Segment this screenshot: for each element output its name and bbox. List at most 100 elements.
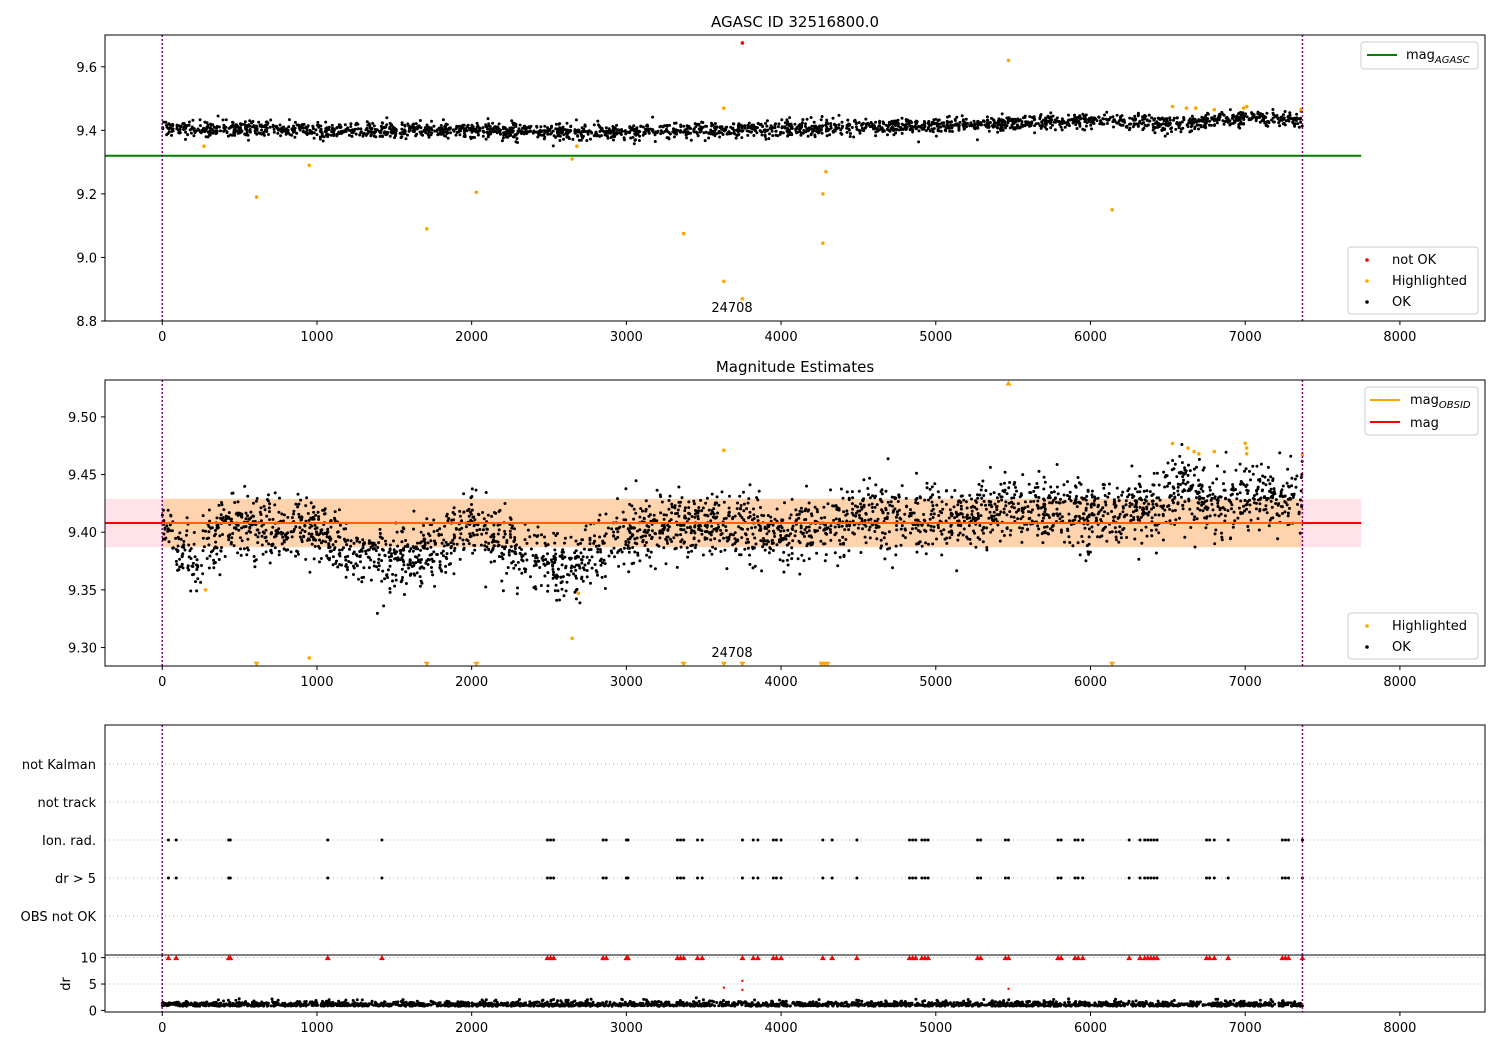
ok-point [325, 532, 329, 536]
ok-point [1162, 470, 1166, 474]
ok-point [254, 499, 258, 503]
ok-point [845, 524, 849, 528]
ok-point [564, 132, 568, 136]
ok-point [219, 549, 223, 553]
ok-point [1080, 535, 1084, 538]
ok-point [484, 491, 488, 494]
ok-point [1049, 111, 1053, 115]
ok-point [1112, 125, 1115, 129]
ok-point [221, 118, 225, 122]
ok-point [828, 528, 832, 532]
panel-magnitude: Magnitude Estimates 0 1000 2000 3000 4000 500… [68, 358, 1486, 690]
ok-point [429, 545, 433, 549]
ok-point [1155, 504, 1159, 507]
ok-point [840, 120, 844, 124]
ok-point [253, 125, 257, 129]
ok-point [1142, 489, 1146, 493]
ok-point [1120, 114, 1124, 118]
ok-point [276, 131, 280, 135]
ok-point [1183, 535, 1187, 539]
ok-point [644, 541, 648, 544]
ok-point [400, 567, 404, 571]
ok-point [864, 524, 868, 528]
ok-point [367, 539, 371, 543]
ok-point [624, 518, 628, 522]
ok-point [190, 125, 194, 129]
ok-point [481, 134, 485, 138]
ok-point [790, 497, 794, 501]
ok-point [763, 548, 767, 552]
ok-point [377, 557, 381, 561]
ok-point [425, 123, 429, 127]
ok-point [372, 131, 376, 135]
ok-point [481, 126, 485, 130]
ok-point [286, 515, 290, 519]
ok-point [215, 526, 219, 530]
ok-point [1151, 123, 1155, 126]
ok-point [263, 536, 267, 540]
ok-point [1265, 496, 1269, 500]
ok-point [1203, 123, 1207, 127]
ok-point [1069, 499, 1073, 503]
ok-point [846, 118, 850, 122]
ok-point [1125, 536, 1129, 539]
ok-point [638, 559, 642, 563]
ok-point [1258, 120, 1262, 124]
ok-point [293, 126, 297, 130]
ok-point [644, 534, 648, 538]
ok-point [696, 514, 700, 518]
ok-point [574, 549, 578, 553]
ok-point [648, 513, 652, 517]
ok-point [466, 123, 470, 127]
ok-point [388, 543, 392, 547]
ok-point [1173, 462, 1177, 466]
ok-point [516, 131, 520, 135]
ok-point [858, 516, 862, 520]
ok-point [1174, 127, 1178, 131]
ok-point [1195, 517, 1199, 521]
ok-point [401, 526, 405, 530]
ok-point [867, 528, 871, 532]
ok-point [324, 540, 328, 544]
ok-point [244, 517, 248, 521]
ok-point [168, 523, 172, 527]
ok-point [1078, 553, 1082, 557]
ok-point [209, 122, 213, 126]
ok-point [818, 526, 822, 530]
ok-point [415, 571, 419, 575]
ok-point [499, 132, 502, 136]
ok-point [189, 131, 193, 135]
ok-point [746, 546, 750, 550]
ok-point [964, 117, 968, 121]
ok-point [385, 116, 389, 120]
ok-point [305, 132, 309, 136]
ok-point [247, 138, 250, 142]
ok-point [486, 127, 489, 131]
ok-point [805, 117, 809, 121]
ok-point [222, 508, 226, 512]
ok-point [1252, 497, 1256, 501]
ok-point [985, 115, 989, 119]
ok-point [659, 132, 663, 136]
ok-point [1288, 506, 1291, 510]
ok-point [1000, 120, 1004, 124]
ok-point [246, 133, 250, 137]
ok-point [303, 530, 307, 533]
ok-point [257, 120, 261, 124]
ok-point [401, 576, 404, 579]
ok-point [268, 502, 272, 506]
ok-point [426, 127, 430, 131]
ok-point [398, 558, 402, 562]
ok-point [606, 136, 610, 140]
ok-point [596, 119, 600, 123]
ok-point [1020, 540, 1024, 544]
ok-point [209, 127, 213, 131]
ok-point [1169, 494, 1173, 498]
ok-point [790, 546, 794, 550]
ok-point [874, 134, 878, 138]
ok-point [993, 502, 997, 506]
highlighted-point [424, 227, 429, 231]
ok-point [208, 554, 212, 558]
ok-point [1222, 482, 1225, 486]
ok-point [429, 126, 433, 130]
